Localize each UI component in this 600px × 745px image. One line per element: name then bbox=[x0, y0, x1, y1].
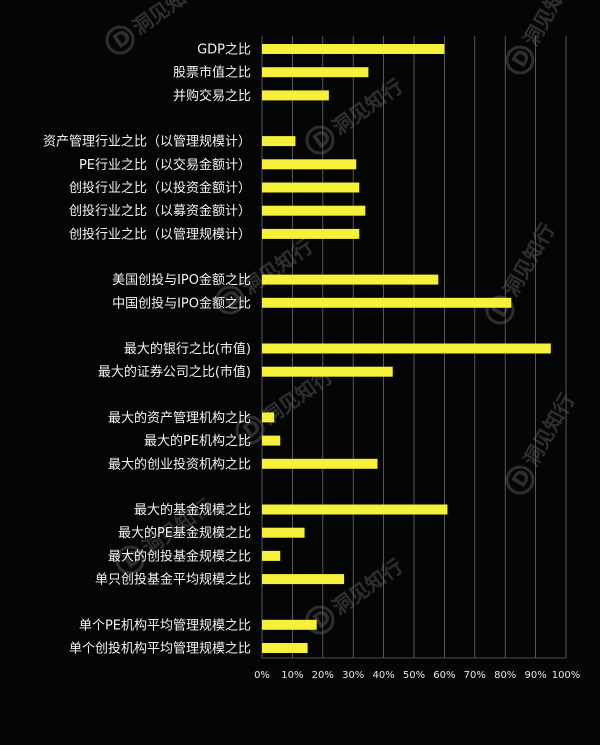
category-label-0-1: 股票市值之比 bbox=[173, 65, 251, 81]
watermark-logo bbox=[235, 415, 265, 445]
category-label-1-0: 资产管理行业之比（以管理规模计） bbox=[43, 135, 251, 150]
bar-1-3 bbox=[262, 205, 366, 216]
bar-4-0 bbox=[262, 412, 275, 423]
category-label-5-1: 最大的PE基金规模之比 bbox=[118, 525, 251, 541]
category-label-3-1: 最大的证券公司之比(市值) bbox=[98, 364, 251, 380]
watermark-text: 洞见知行 bbox=[328, 74, 407, 140]
x-tick-label-6: 60% bbox=[433, 670, 455, 681]
category-label-2-0: 美国创投与IPO金额之比 bbox=[112, 272, 251, 288]
category-label-1-4: 创投行业之比（以管理规模计） bbox=[69, 226, 251, 242]
bar-5-3 bbox=[262, 574, 345, 585]
watermark-text: 洞见知行 bbox=[499, 219, 560, 300]
x-tick-label-9: 90% bbox=[524, 670, 546, 681]
category-label-6-0: 单个PE机构平均管理规模之比 bbox=[79, 618, 251, 633]
bar-3-0 bbox=[262, 343, 551, 354]
bars bbox=[262, 44, 551, 653]
category-label-5-2: 最大的创投基金规模之比 bbox=[108, 548, 251, 564]
bar-1-1 bbox=[262, 159, 357, 170]
category-label-6-1: 单个创投机构平均管理规模之比 bbox=[69, 641, 251, 657]
x-tick-label-4: 40% bbox=[372, 670, 394, 681]
category-label-3-0: 最大的银行之比(市值) bbox=[124, 341, 251, 357]
bar-0-0 bbox=[262, 44, 445, 54]
x-tick-label-10: 100% bbox=[552, 670, 581, 681]
bar-4-2 bbox=[262, 458, 378, 469]
bar-2-1 bbox=[262, 297, 512, 308]
watermark-logo bbox=[505, 45, 535, 75]
bar-3-1 bbox=[262, 366, 393, 377]
category-label-4-1: 最大的PE机构之比 bbox=[144, 433, 251, 449]
x-tick-labels: 0% 10% 20% 30% 40% 50% 60% 70% 80% 90% 100% bbox=[254, 670, 580, 681]
watermark-text: 洞见知行 bbox=[238, 234, 317, 300]
watermark-logo bbox=[505, 465, 535, 495]
category-label-0-0: GDP之比 bbox=[197, 43, 251, 58]
bar-0-1 bbox=[262, 67, 369, 78]
bar-1-0 bbox=[262, 136, 296, 147]
watermark-logo bbox=[215, 285, 245, 315]
x-tick-label-1: 10% bbox=[281, 670, 303, 681]
x-tick-label-0: 0% bbox=[254, 670, 270, 681]
bar-1-2 bbox=[262, 182, 360, 193]
watermark-text: 洞见知行 bbox=[519, 389, 580, 470]
bar-2-0 bbox=[262, 274, 439, 285]
watermark-text: 洞见知行 bbox=[128, 0, 207, 40]
x-tick-label-2: 20% bbox=[312, 670, 334, 681]
category-label-5-0: 最大的基金规模之比 bbox=[134, 502, 251, 518]
category-label-4-0: 最大的资产管理机构之比 bbox=[108, 410, 251, 426]
bar-1-4 bbox=[262, 228, 360, 239]
watermark-logo bbox=[105, 25, 135, 55]
category-label-5-3: 单只创投基金平均规模之比 bbox=[95, 572, 251, 588]
x-tick-label-7: 70% bbox=[464, 670, 486, 681]
watermark-text: 洞见知行 bbox=[328, 554, 407, 620]
bar-5-0 bbox=[262, 504, 448, 515]
x-tick-label-8: 80% bbox=[494, 670, 516, 681]
x-tick-label-5: 50% bbox=[403, 670, 425, 681]
category-label-1-1: PE行业之比（以交易金额计） bbox=[79, 157, 251, 173]
bar-4-1 bbox=[262, 435, 281, 446]
x-tick-label-3: 30% bbox=[342, 670, 364, 681]
category-label-1-3: 创投行业之比（以募资金额计） bbox=[69, 203, 251, 219]
watermark-logo bbox=[115, 545, 145, 575]
category-label-1-2: 创投行业之比（以投资金额计） bbox=[69, 180, 251, 196]
category-label-2-1: 中国创投与IPO金额之比 bbox=[112, 295, 251, 311]
bar-0-2 bbox=[262, 90, 329, 101]
bar-5-1 bbox=[262, 527, 305, 538]
bar-5-2 bbox=[262, 550, 281, 561]
watermark-logo bbox=[305, 125, 335, 155]
watermark-text: 洞见知行 bbox=[519, 0, 580, 50]
bar-6-1 bbox=[262, 643, 308, 653]
category-label-0-2: 并购交易之比 bbox=[173, 88, 251, 104]
bar-6-0 bbox=[262, 619, 317, 630]
category-label-4-2: 最大的创业投资机构之比 bbox=[108, 456, 251, 472]
